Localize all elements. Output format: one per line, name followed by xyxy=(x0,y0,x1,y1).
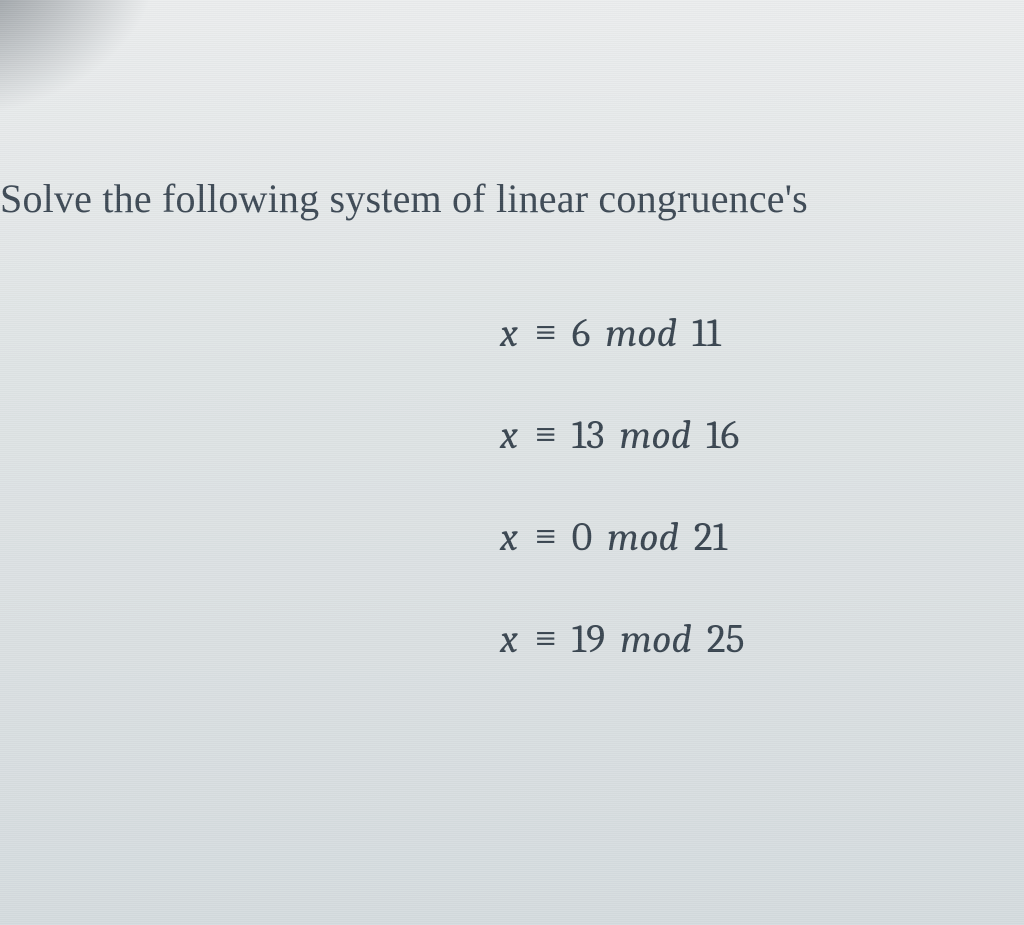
residue: 13 xyxy=(572,412,605,458)
modulus: 11 xyxy=(692,310,721,356)
modulus: 16 xyxy=(706,412,739,458)
residue: 0 xyxy=(572,514,593,560)
mod-word: mod xyxy=(607,514,679,560)
mod-word: mod xyxy=(605,310,677,356)
congruence-4: x ≡ 19 mod 25 xyxy=(500,616,745,662)
congruence-1: x ≡ 6 mod 11 xyxy=(500,310,745,356)
variable: x xyxy=(500,616,518,662)
congruence-list: x ≡ 6 mod 11 x ≡ 13 mod 16 x ≡ 0 mod 21 … xyxy=(500,310,745,662)
problem-heading: Solve the following system of linear con… xyxy=(0,175,808,222)
equiv-symbol: ≡ xyxy=(535,512,557,558)
residue: 6 xyxy=(572,310,591,356)
mod-word: mod xyxy=(620,616,692,662)
mod-word: mod xyxy=(619,412,691,458)
variable: x xyxy=(500,514,518,560)
equiv-symbol: ≡ xyxy=(535,308,557,354)
equiv-symbol: ≡ xyxy=(535,614,557,660)
variable: x xyxy=(500,310,518,356)
residue: 19 xyxy=(572,616,606,662)
variable: x xyxy=(500,412,518,458)
congruence-3: x ≡ 0 mod 21 xyxy=(500,514,745,560)
modulus: 25 xyxy=(707,616,745,662)
modulus: 21 xyxy=(694,514,727,560)
equiv-symbol: ≡ xyxy=(535,410,557,456)
congruence-2: x ≡ 13 mod 16 xyxy=(500,412,745,458)
